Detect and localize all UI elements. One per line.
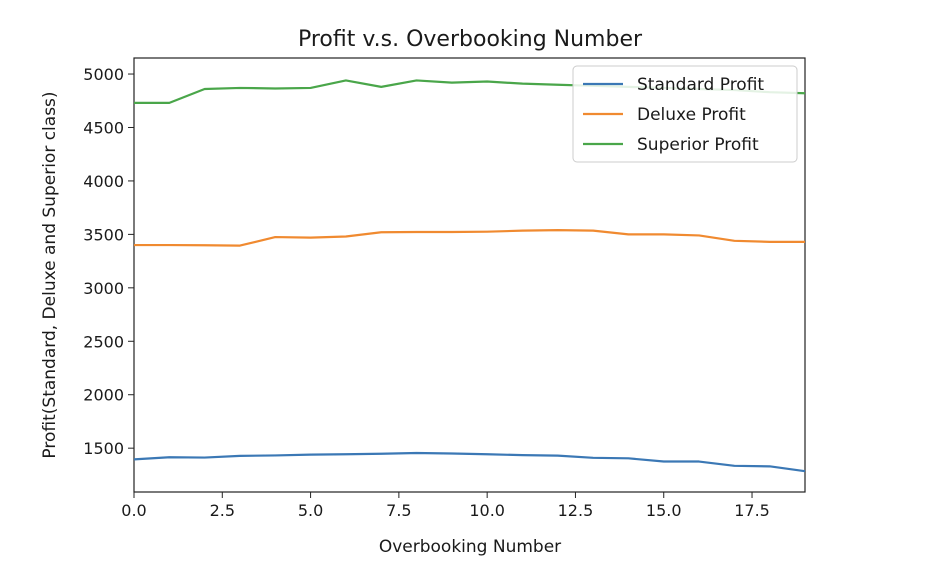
y-tick-label: 2500 [83,332,124,351]
y-axis: 1500 2000 2500 3000 3500 4000 4500 5000 [83,65,134,458]
x-tick-label: 15.0 [646,501,682,520]
y-tick-label: 4500 [83,118,124,137]
y-tick-label: 5000 [83,65,124,84]
legend-label: Standard Profit [637,75,764,95]
legend: Standard Profit Deluxe Profit Superior Pro… [572,65,798,163]
x-tick-label: 17.5 [734,501,770,520]
chart-title: Profit v.s. Overbooking Number [298,27,643,52]
series-line-deluxe-profit [134,229,805,247]
series-line-standard-profit [133,451,806,473]
legend-label: Superior Profit [637,135,759,155]
x-tick-label: 12.5 [558,501,594,520]
plot-area-frame [133,57,806,493]
legend-box [572,65,798,163]
y-tick-label: 1500 [83,439,124,458]
y-tick-label: 2000 [83,386,124,405]
x-tick-label: 10.0 [469,501,505,520]
x-tick-label: 5.0 [298,501,323,520]
x-tick-label: 7.5 [386,501,411,520]
x-tick-label: 2.5 [210,501,235,520]
y-tick-label: 3000 [83,279,124,298]
x-axis-label: Overbooking Number [379,537,561,557]
y-axis-label: Profit(Standard, Deluxe and Superior cla… [40,91,60,458]
y-tick-label: 3500 [83,225,124,244]
x-tick-label: 0.0 [121,501,146,520]
y-tick-label: 4000 [83,172,124,191]
legend-label: Deluxe Profit [637,105,746,125]
x-axis: 0.0 2.5 5.0 7.5 10.0 12.5 15.0 17.5 [121,492,770,520]
